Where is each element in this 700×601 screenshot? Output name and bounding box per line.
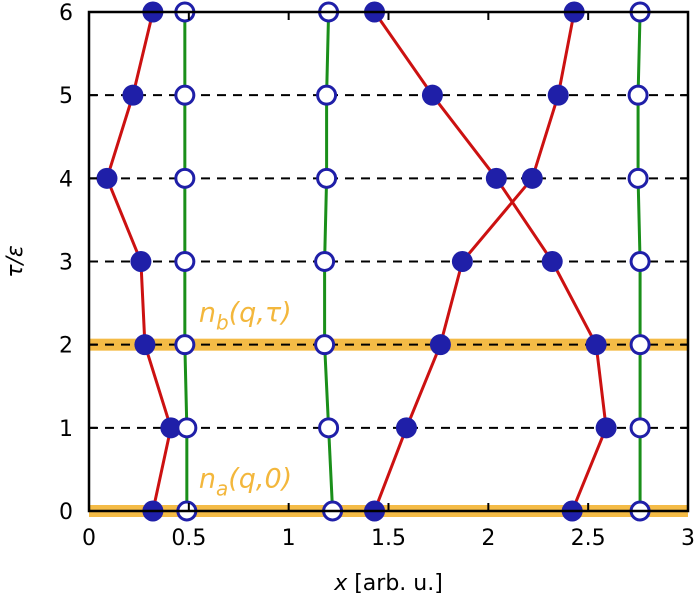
open-point [629, 417, 651, 439]
x-tick-label: 3 [681, 526, 695, 551]
open-point [176, 417, 198, 439]
open-point [174, 334, 196, 356]
x-axis-title: x [arb. u.] [333, 571, 443, 596]
highlight-band [89, 338, 688, 351]
y-tick-label: 0 [59, 500, 73, 525]
filled-point [96, 167, 118, 189]
filled-point [451, 251, 473, 272]
open-point [629, 251, 651, 272]
y-tick-label: 2 [59, 334, 73, 359]
y-tick-label: 4 [59, 167, 73, 192]
filled-point [541, 251, 563, 272]
open-point [627, 167, 649, 189]
filled-point [585, 334, 607, 356]
x-tick-label: 1.5 [371, 526, 406, 551]
y-tick-label: 1 [59, 417, 73, 442]
filled-point [134, 334, 156, 356]
open-point [316, 167, 338, 189]
open-point [316, 84, 338, 106]
open-point [174, 167, 196, 189]
open-point [627, 84, 649, 106]
open-point [174, 84, 196, 106]
x-tick-label: 0 [82, 526, 96, 551]
filled-point [395, 417, 417, 439]
band-annotation: na(q,0) [199, 464, 292, 501]
series-markers [96, 1, 651, 522]
filled-point [421, 84, 443, 106]
filled-point [521, 167, 543, 189]
x-tick-label: 0.5 [171, 526, 206, 551]
y-tick-label: 6 [59, 1, 73, 26]
filled-point [160, 417, 182, 439]
filled-point [429, 334, 451, 356]
open-point [174, 251, 196, 272]
filled-point [547, 84, 569, 106]
filled-point [595, 417, 617, 439]
x-tick-label: 2.5 [571, 526, 606, 551]
filled-point [122, 84, 144, 106]
y-axis-title: τ/ε [3, 245, 28, 278]
open-point [629, 334, 651, 356]
y-tick-label: 3 [59, 251, 73, 276]
open-point [314, 251, 336, 272]
x-tick-label: 1 [282, 526, 296, 551]
filled-point [485, 167, 507, 189]
band-annotation: nb(q,τ) [199, 297, 292, 334]
filled-point [130, 251, 152, 272]
annotations: na(q,0) nb(q,τ) [199, 297, 292, 500]
open-point [314, 334, 336, 356]
open-point [318, 417, 340, 439]
x-tick-label: 2 [481, 526, 495, 551]
axis-ticks: 0 0.5 1 1.5 2 2.5 3 0 1 2 3 4 5 6 [59, 1, 695, 551]
y-tick-label: 5 [59, 84, 73, 109]
